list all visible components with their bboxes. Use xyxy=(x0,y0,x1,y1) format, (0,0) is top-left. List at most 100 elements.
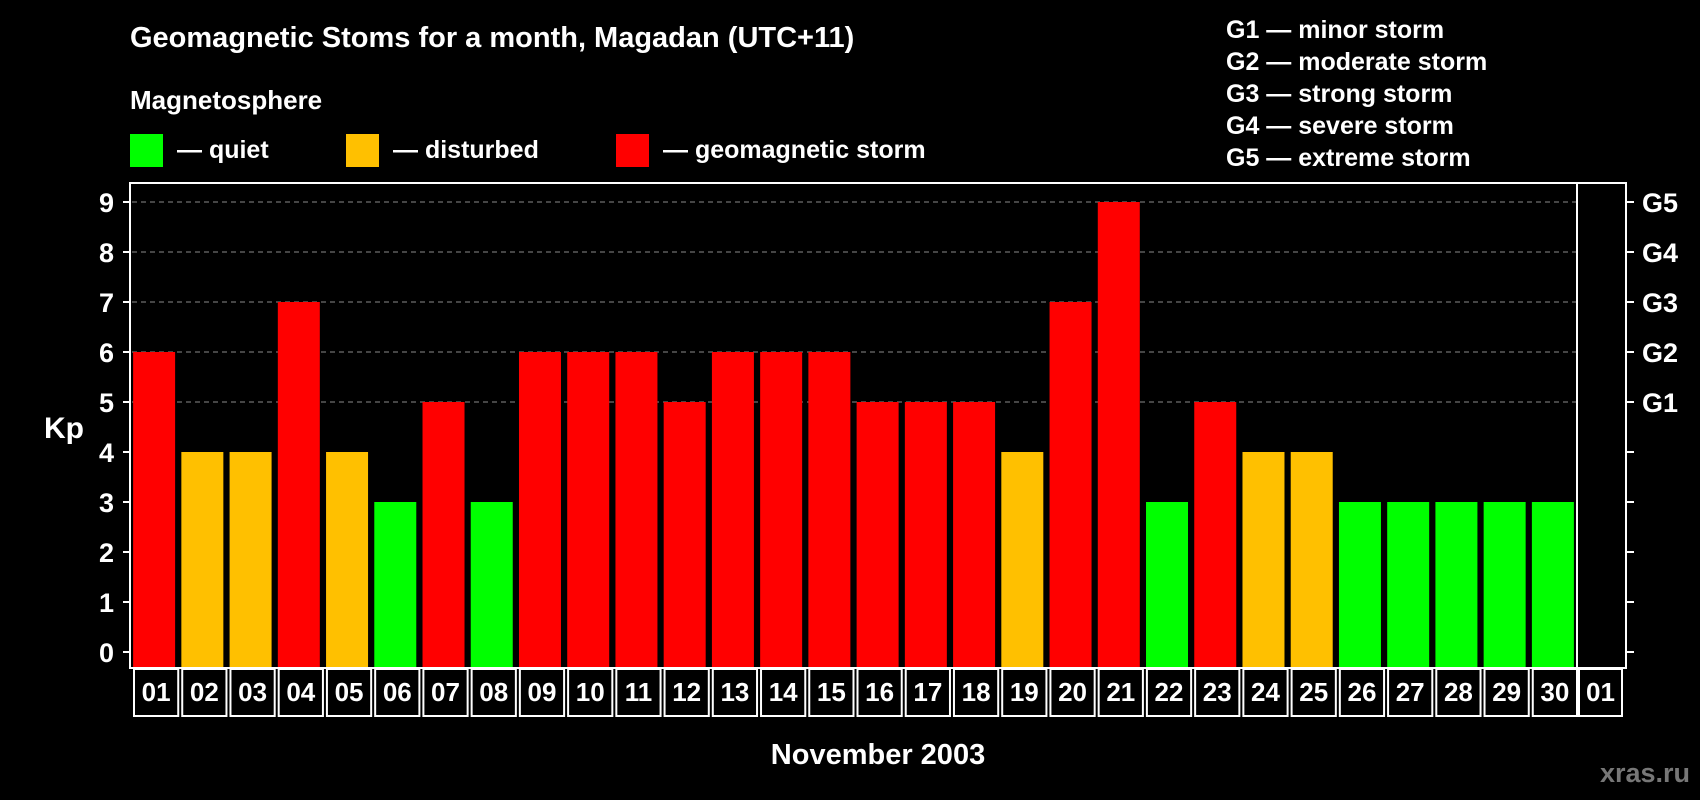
x-tick-cell-11 xyxy=(663,668,710,717)
x-tick-label-24: 24 xyxy=(1251,677,1280,707)
x-tick-label-04: 04 xyxy=(286,677,315,707)
bar-07 xyxy=(422,402,465,667)
bar-29 xyxy=(1483,502,1526,667)
bar-16 xyxy=(856,402,899,667)
y-tick-label-3: 3 xyxy=(99,488,114,518)
x-tick-cell-4 xyxy=(325,668,373,717)
bar-02 xyxy=(181,452,224,667)
x-tick-label-13: 13 xyxy=(720,677,749,707)
x-tick-label-23: 23 xyxy=(1203,677,1232,707)
x-tick-label-06: 06 xyxy=(383,677,412,707)
x-tick-label-18: 18 xyxy=(962,677,991,707)
storm-scale-legend: G1 — minor storm G2 — moderate storm G3 — … xyxy=(1226,16,1487,172)
x-tick-label-30: 30 xyxy=(1540,677,1569,707)
x-tick-cell-13 xyxy=(760,668,807,717)
x-tick-cell-10 xyxy=(615,668,662,717)
y-tick-label-8: 8 xyxy=(99,238,114,268)
bar-25 xyxy=(1290,452,1333,667)
y-tick-label-5: 5 xyxy=(99,388,114,418)
bar-23 xyxy=(1194,402,1237,667)
x-tick-cell-8 xyxy=(518,668,566,717)
bar-14 xyxy=(760,352,803,667)
right-axis-label-g2: G2 xyxy=(1642,338,1678,368)
legend-label-1: — disturbed xyxy=(393,136,539,164)
x-tick-cell-3 xyxy=(277,668,324,717)
bar-03 xyxy=(229,452,272,667)
bar-20 xyxy=(1049,302,1092,667)
x-tick-label-20: 20 xyxy=(1058,677,1087,707)
x-tick-cell-7 xyxy=(470,668,517,717)
x-tick-cell-26 xyxy=(1387,668,1434,717)
y-tick-label-7: 7 xyxy=(99,288,114,318)
x-tick-cell-5 xyxy=(374,668,421,717)
y-tick-label-6: 6 xyxy=(99,338,114,368)
bar-28 xyxy=(1435,502,1478,667)
x-tick-label-16: 16 xyxy=(865,677,894,707)
right-axis-label-g4: G4 xyxy=(1642,238,1678,268)
storm-scale-item-g3: G3 — strong storm xyxy=(1226,80,1452,108)
x-tick-cell-19 xyxy=(1049,668,1096,717)
grid-lines xyxy=(132,183,1578,668)
x-tick-label-19: 19 xyxy=(1010,677,1039,707)
x-tick-label-27: 27 xyxy=(1396,677,1425,707)
x-tick-label-02: 02 xyxy=(190,677,219,707)
legend-swatch-0 xyxy=(130,134,163,167)
x-tick-label-29: 29 xyxy=(1492,677,1521,707)
bar-18 xyxy=(953,402,996,667)
x-tick-label-01: 01 xyxy=(142,677,171,707)
x-tick-label-11: 11 xyxy=(625,677,653,707)
bar-09 xyxy=(518,352,561,667)
bar-10 xyxy=(567,352,610,667)
x-tick-label-15: 15 xyxy=(817,677,846,707)
bar-24 xyxy=(1242,452,1285,667)
bar-30 xyxy=(1531,502,1574,667)
storm-scale-item-g2: G2 — moderate storm xyxy=(1226,48,1487,76)
bars-group xyxy=(133,202,1574,667)
x-tick-label-14: 14 xyxy=(769,677,798,707)
bar-17 xyxy=(904,402,947,667)
bar-08 xyxy=(470,502,513,667)
chart-title: Geomagnetic Stoms for a month, Magadan (… xyxy=(130,22,854,54)
storm-scale-item-g1: G1 — minor storm xyxy=(1226,16,1444,44)
y-tick-label-0: 0 xyxy=(99,638,114,668)
x-tick-cell-22 xyxy=(1194,668,1241,717)
bar-26 xyxy=(1338,502,1381,667)
x-tick-cell-28 xyxy=(1483,668,1530,717)
x-axis-label: November 2003 xyxy=(771,739,985,771)
x-tick-label-25: 25 xyxy=(1299,677,1328,707)
x-tick-cell-24 xyxy=(1290,668,1337,717)
x-tick-cell-23 xyxy=(1242,668,1289,717)
x-tick-cell-21 xyxy=(1145,668,1193,717)
bar-15 xyxy=(808,352,851,667)
x-tick-label-21: 21 xyxy=(1106,677,1135,707)
legend-swatch-2 xyxy=(616,134,649,167)
y-tick-label-2: 2 xyxy=(99,538,114,568)
x-tick-cell-12 xyxy=(711,668,759,717)
x-tick-cell-9 xyxy=(567,668,614,717)
x-tick-cell-20 xyxy=(1097,668,1144,717)
right-axis-label-g5: G5 xyxy=(1642,188,1678,218)
bar-12 xyxy=(663,402,706,667)
right-axis-label-g1: G1 xyxy=(1642,388,1678,418)
y-axis-ticks: 0 1 2 3 4 5 6 7 8 9 xyxy=(99,188,130,668)
x-tick-cell-0 xyxy=(133,668,180,717)
x-tick-label-05: 05 xyxy=(335,677,364,707)
right-axis-storm-ticks: G1 G2 G3 G4 G5 xyxy=(1626,188,1678,653)
bar-27 xyxy=(1387,502,1430,667)
x-tick-cell-18 xyxy=(1001,668,1048,717)
bar-19 xyxy=(1001,452,1044,667)
x-tick-label-17: 17 xyxy=(913,677,942,707)
y-tick-label-4: 4 xyxy=(99,438,114,468)
x-tick-label-09: 09 xyxy=(528,677,557,707)
bar-13 xyxy=(711,352,754,667)
bar-21 xyxy=(1097,202,1140,667)
x-tick-label-07: 07 xyxy=(431,677,460,707)
legend-label-2: — geomagnetic storm xyxy=(663,136,926,164)
x-tick-cell-14 xyxy=(808,668,855,717)
legend-label-0: — quiet xyxy=(177,136,269,164)
x-tick-label-10: 10 xyxy=(576,677,605,707)
bar-22 xyxy=(1146,502,1189,667)
x-tick-cell-15 xyxy=(856,668,903,717)
bar-06 xyxy=(374,502,417,667)
